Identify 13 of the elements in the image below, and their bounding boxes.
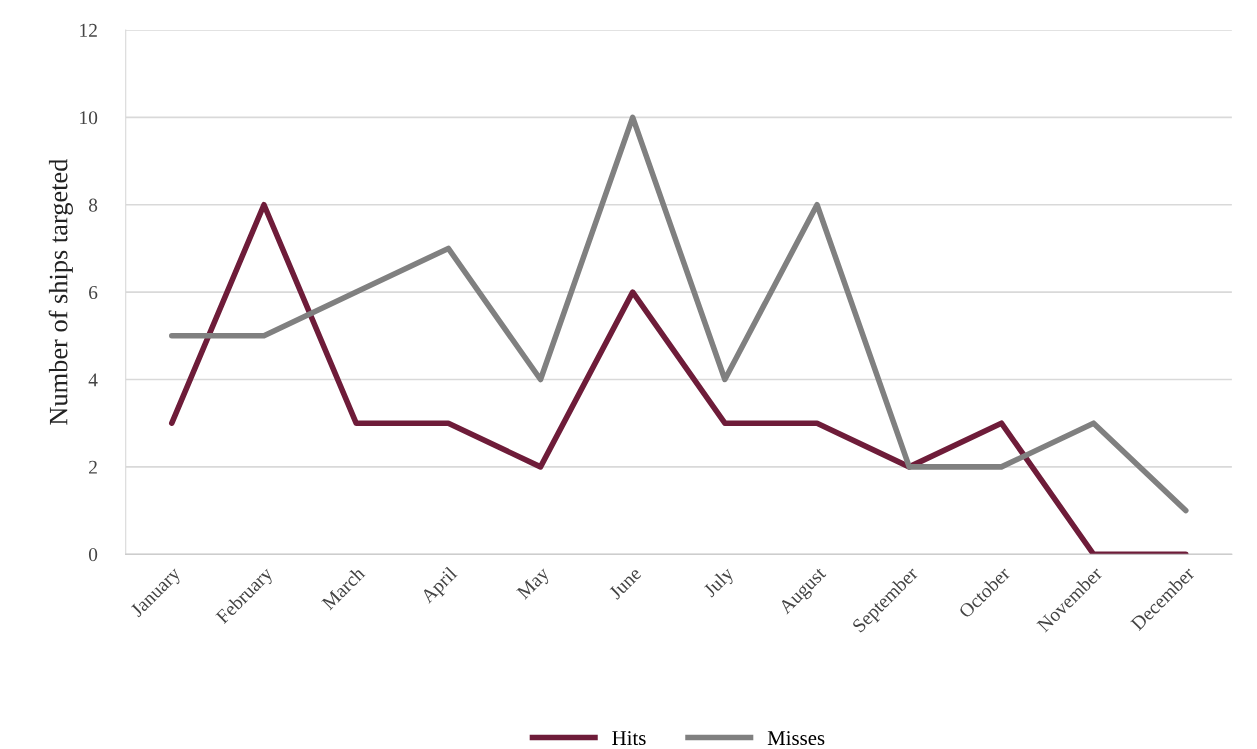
y-tick-label: 0 <box>88 548 98 562</box>
y-tick-label: 8 <box>88 198 98 212</box>
x-tick-label: July <box>702 565 738 601</box>
legend-label: Hits <box>612 731 646 746</box>
y-axis-title: Number of ships targeted <box>48 158 73 425</box>
y-tick-label: 2 <box>89 460 97 474</box>
x-tick-label: May <box>516 565 553 603</box>
y-tick-label: 10 <box>80 111 98 125</box>
legend-label: Misses <box>767 731 825 746</box>
y-tick-label: 12 <box>80 23 97 37</box>
y-tick-label: 4 <box>88 373 98 387</box>
x-tick-label: June <box>608 566 642 600</box>
y-tick-label: 6 <box>89 285 98 300</box>
